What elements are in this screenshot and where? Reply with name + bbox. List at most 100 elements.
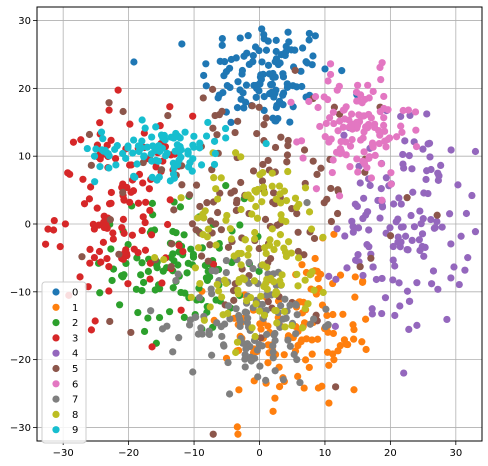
point-series-7 [194,330,203,338]
point-series-5 [300,251,308,259]
point-series-9 [221,124,230,133]
point-series-5 [255,244,263,253]
point-series-1 [257,325,265,333]
point-series-4 [378,309,386,318]
point-series-4 [325,272,333,280]
point-series-4 [420,252,428,260]
point-series-8 [282,217,290,226]
point-series-0 [265,70,274,78]
point-series-1 [351,293,359,301]
point-series-6 [387,180,395,188]
point-series-6 [329,156,337,164]
point-series-8 [301,276,309,284]
point-series-8 [212,185,220,193]
point-series-4 [420,189,428,197]
point-series-7 [279,315,287,323]
point-series-4 [419,215,427,223]
legend-marker [52,334,60,342]
point-series-7 [225,390,234,398]
point-series-9 [176,134,184,142]
legend-marker [52,303,60,311]
point-series-8 [242,191,250,200]
point-series-9 [157,131,166,139]
point-series-1 [350,335,358,343]
point-series-8 [295,254,303,262]
point-series-3 [105,263,113,271]
point-series-9 [177,146,185,154]
point-series-3 [96,119,104,127]
legend-label: 1 [72,303,78,314]
point-series-7 [277,302,285,310]
point-series-1 [300,384,308,392]
point-series-4 [406,297,414,305]
legend-label: 9 [72,425,78,436]
point-series-6 [378,196,386,204]
point-series-7 [324,321,332,329]
point-series-1 [314,335,322,343]
point-series-0 [253,81,261,89]
point-series-8 [206,303,214,311]
point-series-3 [102,221,110,229]
point-series-9 [148,133,156,141]
point-series-9 [148,173,156,181]
point-series-6 [346,142,355,150]
point-series-5 [258,177,267,185]
point-series-7 [271,367,279,375]
point-series-3 [158,279,166,287]
point-series-4 [340,131,348,139]
point-series-9 [181,128,189,136]
point-series-8 [250,235,259,243]
point-series-9 [147,150,155,158]
point-series-7 [253,346,261,354]
point-series-0 [279,101,287,109]
point-series-7 [241,308,249,316]
point-series-4 [427,280,436,288]
point-series-1 [342,340,351,348]
point-series-0 [218,34,226,43]
point-series-5 [119,107,127,116]
point-series-4 [471,228,480,236]
point-series-4 [382,174,390,182]
point-series-7 [158,325,167,333]
point-series-7 [290,350,298,359]
point-series-5 [199,94,207,102]
point-series-6 [287,98,295,106]
point-series-0 [255,46,263,55]
point-series-5 [327,217,336,226]
point-series-6 [339,106,348,114]
point-series-6 [328,168,336,177]
point-series-4 [381,294,390,302]
point-series-4 [423,110,431,118]
point-series-9 [138,137,146,145]
point-series-2 [96,289,104,297]
point-series-6 [326,60,335,68]
legend-label: 4 [72,349,78,360]
point-series-7 [222,268,230,277]
point-series-7 [286,342,294,350]
point-series-9 [222,134,230,142]
point-series-7 [245,258,253,267]
point-series-4 [341,232,349,240]
point-series-3 [119,215,127,224]
point-series-4 [407,211,415,220]
point-series-3 [105,287,113,295]
point-series-8 [230,252,238,260]
point-series-5 [255,103,263,111]
point-series-2 [176,203,185,211]
point-series-7 [247,357,255,365]
point-series-9 [154,157,162,165]
point-series-7 [217,322,225,331]
point-series-3 [177,306,185,314]
point-series-8 [276,190,284,198]
point-series-9 [129,149,137,157]
point-series-8 [214,287,223,295]
point-series-3 [126,198,134,206]
point-series-8 [263,263,271,271]
point-series-7 [292,300,300,308]
point-series-4 [408,165,416,173]
y-tick-label: 30 [18,16,31,27]
point-series-9 [169,159,177,167]
point-series-7 [205,330,213,338]
point-series-5 [262,114,270,122]
legend-label: 5 [72,364,78,375]
